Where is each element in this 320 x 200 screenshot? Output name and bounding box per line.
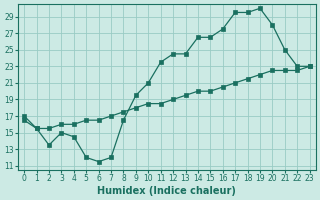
- X-axis label: Humidex (Indice chaleur): Humidex (Indice chaleur): [98, 186, 236, 196]
